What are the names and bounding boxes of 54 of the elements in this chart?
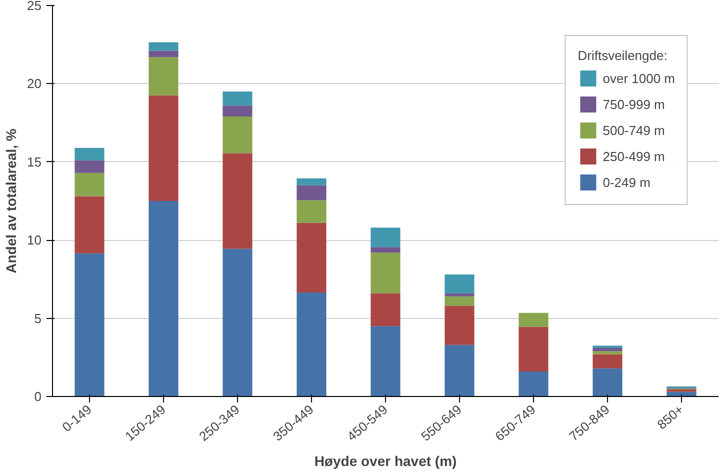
- legend-label: 500-749 m: [602, 122, 665, 138]
- bar: [222, 153, 252, 249]
- bar: [296, 222, 326, 292]
- bar: [444, 344, 474, 396]
- y-tick-label: 20: [27, 76, 42, 92]
- bar: [444, 306, 474, 345]
- bar: [370, 326, 400, 396]
- bar: [444, 296, 474, 306]
- legend-label: 750-999 m: [602, 96, 665, 112]
- y-tick-label: 25: [27, 0, 42, 13]
- y-tick-label: 5: [34, 310, 42, 326]
- bar: [296, 200, 326, 223]
- bar: [370, 228, 400, 248]
- bar: [148, 42, 178, 51]
- bar: [444, 293, 474, 296]
- bar: [222, 92, 252, 106]
- bar: [74, 172, 104, 196]
- bar: [74, 196, 104, 254]
- bar: [370, 252, 400, 294]
- bar: [592, 351, 622, 354]
- y-tick-label: 10: [27, 232, 42, 248]
- bar: [296, 178, 326, 186]
- bar: [592, 354, 622, 368]
- bar: [296, 292, 326, 396]
- bar: [148, 50, 178, 58]
- bar: [74, 160, 104, 173]
- y-tick-label: 0: [34, 389, 42, 404]
- bar: [518, 371, 548, 396]
- legend-label: 250-499 m: [602, 148, 665, 164]
- bar: [222, 106, 252, 117]
- bar: [296, 185, 326, 200]
- bar: [518, 326, 548, 372]
- bar: [74, 148, 104, 160]
- y-tick-label: 15: [27, 154, 42, 170]
- y-axis-title: Andel av totalareal, %: [3, 128, 20, 274]
- bar: [592, 368, 622, 396]
- bar: [222, 248, 252, 396]
- x-axis-title: Høyde over havet (m): [314, 453, 457, 470]
- bar: [518, 312, 548, 327]
- bar: [370, 247, 400, 253]
- legend-title: Driftsveilengde:: [578, 48, 668, 63]
- bar: [370, 293, 400, 326]
- bar: [74, 253, 104, 396]
- bar: [222, 116, 252, 154]
- bar: [444, 274, 474, 294]
- bar: [148, 57, 178, 96]
- x-tick-label: 850+: [654, 402, 686, 432]
- bar: [592, 346, 622, 348]
- bar: [148, 201, 178, 396]
- bar: [148, 95, 178, 201]
- legend-label: over 1000 m: [602, 70, 675, 86]
- bar: [592, 348, 622, 352]
- legend-label: 0-249 m: [602, 174, 650, 190]
- bar: [666, 389, 696, 392]
